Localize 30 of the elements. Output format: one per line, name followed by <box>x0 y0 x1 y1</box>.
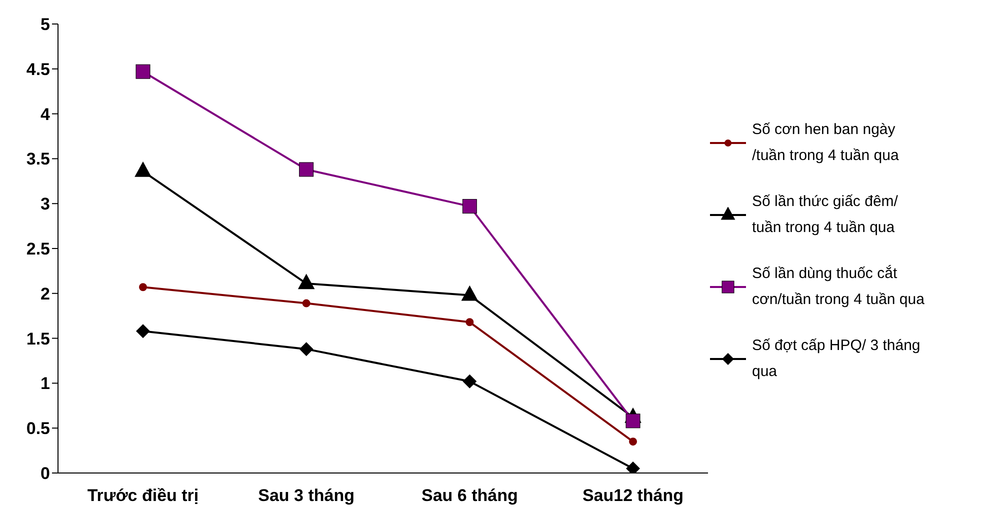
y-tick-label: 2.5 <box>26 240 50 259</box>
y-tick-label: 0 <box>40 464 50 484</box>
y-tick-label: 4 <box>40 104 51 124</box>
point <box>136 64 150 79</box>
point <box>462 374 477 388</box>
point <box>629 438 637 446</box>
y-tick-label: 1 <box>40 374 50 394</box>
point <box>136 324 150 338</box>
x-tick-label: Trước điều trị <box>87 486 199 506</box>
y-tick-label: 3 <box>40 194 50 214</box>
y-tick-label: 2 <box>40 284 50 304</box>
point <box>626 414 640 428</box>
point <box>299 342 314 356</box>
point <box>139 283 147 292</box>
y-tick-label: 5 <box>40 15 50 34</box>
point <box>466 318 474 326</box>
x-tick-label: Sau 6 tháng <box>421 486 518 506</box>
y-tick-label: 0.5 <box>26 419 50 438</box>
y-tick-label: 3.5 <box>26 150 50 169</box>
legend-label: Số cơn hen ban ngày /tuần trong 4 tuần qua <box>752 120 899 166</box>
point <box>462 199 477 214</box>
x-tick-label: Sau12 tháng <box>582 486 684 506</box>
legend-label: Số lần dùng thuốc cắt cơn/tuần trong 4 tuần qua <box>752 264 924 310</box>
legend-label: Số lần thức giấc đêm/ tuần trong 4 tuần qua <box>752 192 898 238</box>
point <box>299 162 314 177</box>
point <box>302 299 310 308</box>
x-tick-label: Sau 3 tháng <box>258 486 355 506</box>
y-tick-label: 1.5 <box>26 329 50 348</box>
y-tick-label: 4.5 <box>26 60 50 79</box>
legend-label: Số đợt cấp HPQ/ 3 tháng qua <box>752 336 920 382</box>
